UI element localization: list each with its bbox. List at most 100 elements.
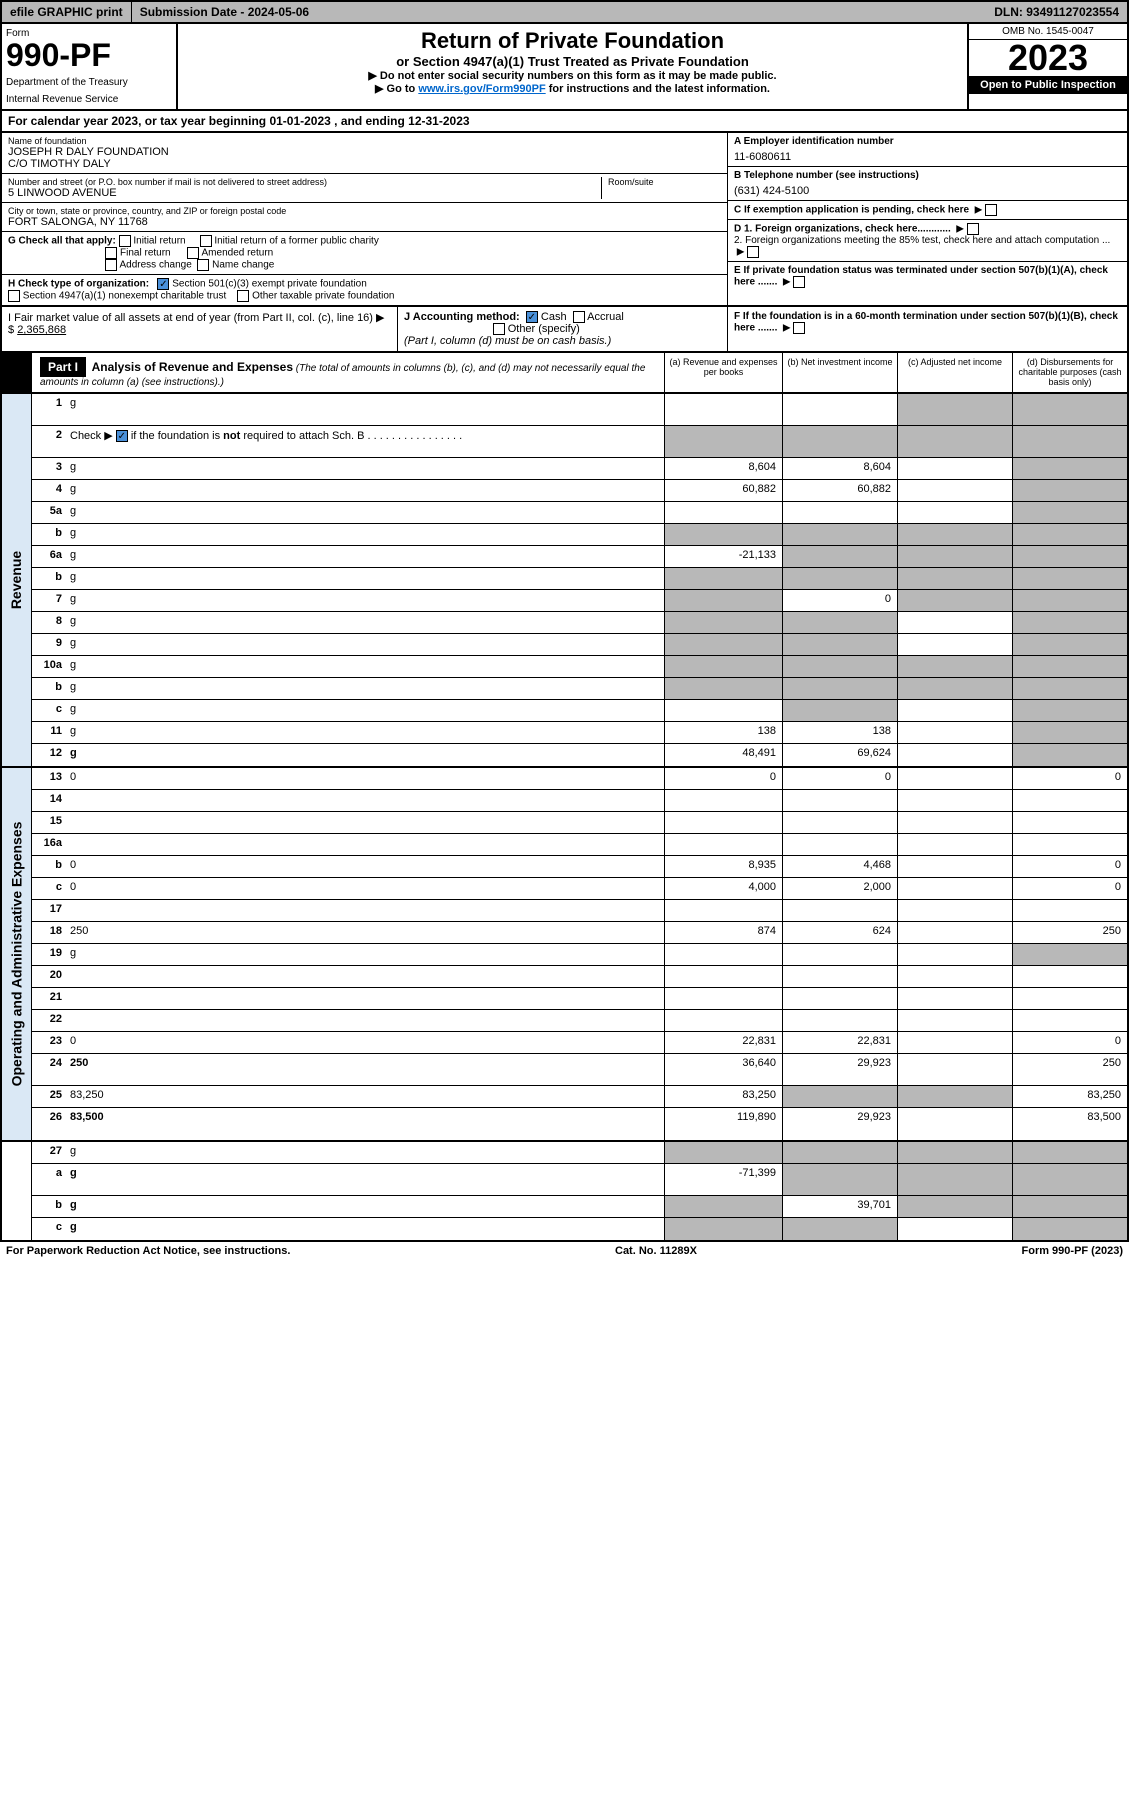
row-value-c [897,1032,1012,1053]
row-description: g [66,656,664,677]
row-value-c [897,1218,1012,1240]
row-value-c [897,1164,1012,1195]
table-row: 130000 [32,768,1127,790]
row-value-d [1012,966,1127,987]
footer: For Paperwork Reduction Act Notice, see … [0,1242,1129,1260]
row-value-c [897,634,1012,655]
other-taxable-checkbox[interactable] [237,290,249,302]
501c3-checkbox[interactable] [157,278,169,290]
row-number: 7 [32,590,66,611]
row-value-c [897,590,1012,611]
row-value-d [1012,612,1127,633]
row-value-c [897,966,1012,987]
row-description [66,1010,664,1031]
address-change-checkbox[interactable] [105,259,117,271]
irs-link[interactable]: www.irs.gov/Form990PF [418,83,545,95]
foundation-name-cell: Name of foundation JOSEPH R DALY FOUNDAT… [2,133,727,174]
terminated-checkbox[interactable] [793,276,805,288]
row-number: 21 [32,988,66,1009]
row-value-a: 8,604 [664,458,782,479]
row-value-a [664,812,782,833]
foreign-checkbox[interactable] [967,223,979,235]
row-value-d [1012,900,1127,921]
col-a-header: (a) Revenue and expenses per books [664,353,782,392]
4947-checkbox[interactable] [8,290,20,302]
row-description [66,966,664,987]
row-number: 24 [32,1054,66,1085]
i-j-row: I Fair market value of all assets at end… [0,307,1129,353]
row-description: g [66,700,664,721]
row-value-a [664,568,782,589]
schb-checkbox[interactable] [116,430,128,442]
row-number: 11 [32,722,66,743]
row-value-d [1012,656,1127,677]
row-value-c [897,1054,1012,1085]
table-row: cg [32,700,1127,722]
table-row: 2683,500119,89029,92383,500 [32,1108,1127,1140]
row-value-d [1012,1196,1127,1217]
form-ref: Form 990-PF (2023) [1022,1245,1123,1257]
row-value-c [897,1142,1012,1163]
row-value-c [897,678,1012,699]
table-row: 14 [32,790,1127,812]
name-change-checkbox[interactable] [197,259,209,271]
row-description: 83,500 [66,1108,664,1140]
row-value-d [1012,988,1127,1009]
row-description: Check ▶ if the foundation is not require… [66,426,664,457]
c-exemption-cell: C If exemption application is pending, c… [728,201,1127,220]
table-row: 9g [32,634,1127,656]
exemption-checkbox[interactable] [985,204,997,216]
efile-print-button[interactable]: efile GRAPHIC print [2,2,132,22]
form-subtitle: or Section 4947(a)(1) Trust Treated as P… [182,54,963,69]
row-value-b: 29,923 [782,1108,897,1140]
initial-return-checkbox[interactable] [119,235,131,247]
row-value-a [664,700,782,721]
table-row: bg39,701 [32,1196,1127,1218]
row-value-c [897,744,1012,766]
other-method-checkbox[interactable] [493,323,505,335]
table-row: 4g60,88260,882 [32,480,1127,502]
row-value-d: 250 [1012,922,1127,943]
row-value-d: 0 [1012,768,1127,789]
row-description [66,812,664,833]
row-value-b: 29,923 [782,1054,897,1085]
row-value-d [1012,502,1127,523]
foreign85-checkbox[interactable] [747,246,759,258]
cash-checkbox[interactable] [526,311,538,323]
part1-label: Part I [40,357,86,377]
row-value-c [897,1086,1012,1107]
i-fmv-cell: I Fair market value of all assets at end… [2,307,397,351]
table-row: 18250874624250 [32,922,1127,944]
amended-checkbox[interactable] [187,247,199,259]
row-value-b: 4,468 [782,856,897,877]
row-value-c [897,834,1012,855]
row-value-b [782,678,897,699]
row-value-a: 874 [664,922,782,943]
row-value-d [1012,590,1127,611]
row-value-b [782,966,897,987]
table-row: cg [32,1218,1127,1240]
row-value-d [1012,480,1127,501]
row-value-b [782,394,897,425]
row-value-c [897,1196,1012,1217]
row-description: g [66,722,664,743]
row-value-c [897,458,1012,479]
row-value-d [1012,1142,1127,1163]
final-return-checkbox[interactable] [105,247,117,259]
row-value-a: 119,890 [664,1108,782,1140]
accrual-checkbox[interactable] [573,311,585,323]
60month-checkbox[interactable] [793,322,805,334]
initial-former-checkbox[interactable] [200,235,212,247]
form-header: Form 990-PF Department of the Treasury I… [0,24,1129,111]
row-description: g [66,1196,664,1217]
row-number: 23 [32,1032,66,1053]
row-description [66,988,664,1009]
row-value-c [897,426,1012,457]
row-number: b [32,524,66,545]
row-value-c [897,700,1012,721]
h-check-row: H Check type of organization: Section 50… [2,275,727,305]
table-row: 21 [32,988,1127,1010]
row-description: 0 [66,1032,664,1053]
table-row: 10ag [32,656,1127,678]
table-row: 17 [32,900,1127,922]
